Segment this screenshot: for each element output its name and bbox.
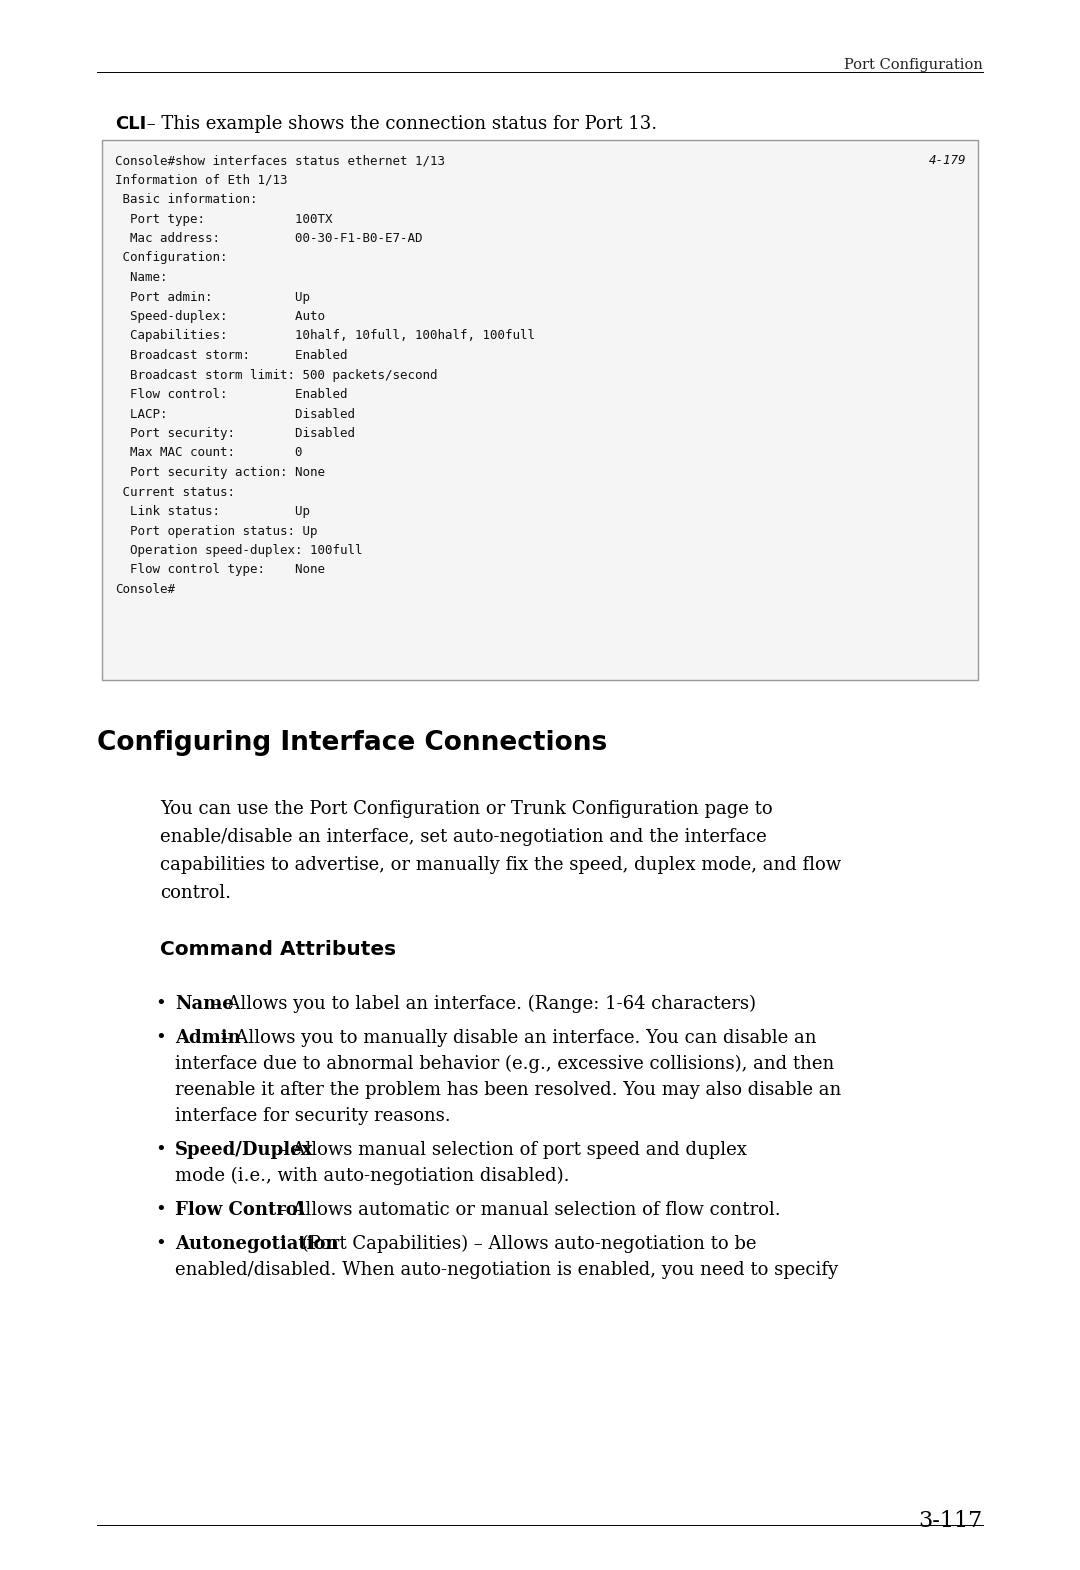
Text: 4-179: 4-179 [929, 154, 966, 166]
Text: Port type:            100TX: Port type: 100TX [114, 212, 333, 226]
Text: Port operation status: Up: Port operation status: Up [114, 524, 318, 537]
Text: Console#: Console# [114, 582, 175, 597]
Text: •: • [156, 1236, 165, 1253]
Text: Mac address:          00-30-F1-B0-E7-AD: Mac address: 00-30-F1-B0-E7-AD [114, 232, 422, 245]
Text: interface for security reasons.: interface for security reasons. [175, 1107, 450, 1126]
Text: •: • [156, 1028, 165, 1047]
Text: capabilities to advertise, or manually fix the speed, duplex mode, and flow: capabilities to advertise, or manually f… [160, 856, 841, 874]
Text: – Allows automatic or manual selection of flow control.: – Allows automatic or manual selection o… [272, 1201, 781, 1218]
Text: mode (i.e., with auto-negotiation disabled).: mode (i.e., with auto-negotiation disabl… [175, 1167, 569, 1185]
Text: Name: Name [175, 995, 233, 1013]
Text: LACP:                 Disabled: LACP: Disabled [114, 408, 355, 421]
Text: Max MAC count:        0: Max MAC count: 0 [114, 446, 302, 460]
Text: – Allows you to manually disable an interface. You can disable an: – Allows you to manually disable an inte… [215, 1028, 816, 1047]
Bar [102, 140, 978, 680]
Text: enabled/disabled. When auto-negotiation is enabled, you need to specify: enabled/disabled. When auto-negotiation … [175, 1261, 838, 1280]
Text: interface due to abnormal behavior (e.g., excessive collisions), and then: interface due to abnormal behavior (e.g.… [175, 1055, 834, 1074]
Text: reenable it after the problem has been resolved. You may also disable an: reenable it after the problem has been r… [175, 1082, 841, 1099]
Text: – Allows you to label an interface. (Range: 1-64 characters): – Allows you to label an interface. (Ran… [207, 995, 756, 1013]
Text: •: • [156, 995, 165, 1013]
Text: •: • [156, 1201, 165, 1218]
Text: Port security action: None: Port security action: None [114, 466, 325, 479]
Text: Autonegotiation: Autonegotiation [175, 1236, 339, 1253]
Text: Flow control:         Enabled: Flow control: Enabled [114, 388, 348, 400]
Text: You can use the Port Configuration or Trunk Configuration page to: You can use the Port Configuration or Tr… [160, 801, 772, 818]
Text: Broadcast storm limit: 500 packets/second: Broadcast storm limit: 500 packets/secon… [114, 369, 437, 382]
Text: control.: control. [160, 884, 231, 903]
Text: Information of Eth 1/13: Information of Eth 1/13 [114, 174, 287, 187]
Text: Speed-duplex:         Auto: Speed-duplex: Auto [114, 309, 325, 323]
Text: Command Attributes: Command Attributes [160, 940, 396, 959]
Text: Configuration:: Configuration: [114, 251, 228, 264]
Text: Name:: Name: [114, 272, 167, 284]
Text: Broadcast storm:      Enabled: Broadcast storm: Enabled [114, 349, 348, 363]
Text: Link status:          Up: Link status: Up [114, 506, 310, 518]
Text: Port admin:           Up: Port admin: Up [114, 290, 310, 303]
Text: 3-117: 3-117 [919, 1510, 983, 1532]
Text: Speed/Duplex: Speed/Duplex [175, 1141, 313, 1159]
Text: Port Configuration: Port Configuration [845, 58, 983, 72]
Text: enable/disable an interface, set auto-negotiation and the interface: enable/disable an interface, set auto-ne… [160, 827, 767, 846]
Text: (Port Capabilities) – Allows auto-negotiation to be: (Port Capabilities) – Allows auto-negoti… [296, 1236, 756, 1253]
Text: Basic information:: Basic information: [114, 193, 257, 206]
Text: – This example shows the connection status for Port 13.: – This example shows the connection stat… [141, 115, 657, 133]
Text: Configuring Interface Connections: Configuring Interface Connections [97, 730, 607, 757]
Text: Operation speed-duplex: 100full: Operation speed-duplex: 100full [114, 543, 363, 557]
Text: Admin: Admin [175, 1028, 241, 1047]
Text: Flow control type:    None: Flow control type: None [114, 564, 325, 576]
Text: Current status:: Current status: [114, 485, 235, 499]
Text: Port security:        Disabled: Port security: Disabled [114, 427, 355, 440]
Text: Console#show interfaces status ethernet 1/13: Console#show interfaces status ethernet … [114, 154, 445, 166]
Text: Flow Control: Flow Control [175, 1201, 305, 1218]
Text: Capabilities:         10half, 10full, 100half, 100full: Capabilities: 10half, 10full, 100half, 1… [114, 330, 535, 342]
Text: CLI: CLI [114, 115, 146, 133]
Text: •: • [156, 1141, 165, 1159]
Text: – Allows manual selection of port speed and duplex: – Allows manual selection of port speed … [272, 1141, 746, 1159]
